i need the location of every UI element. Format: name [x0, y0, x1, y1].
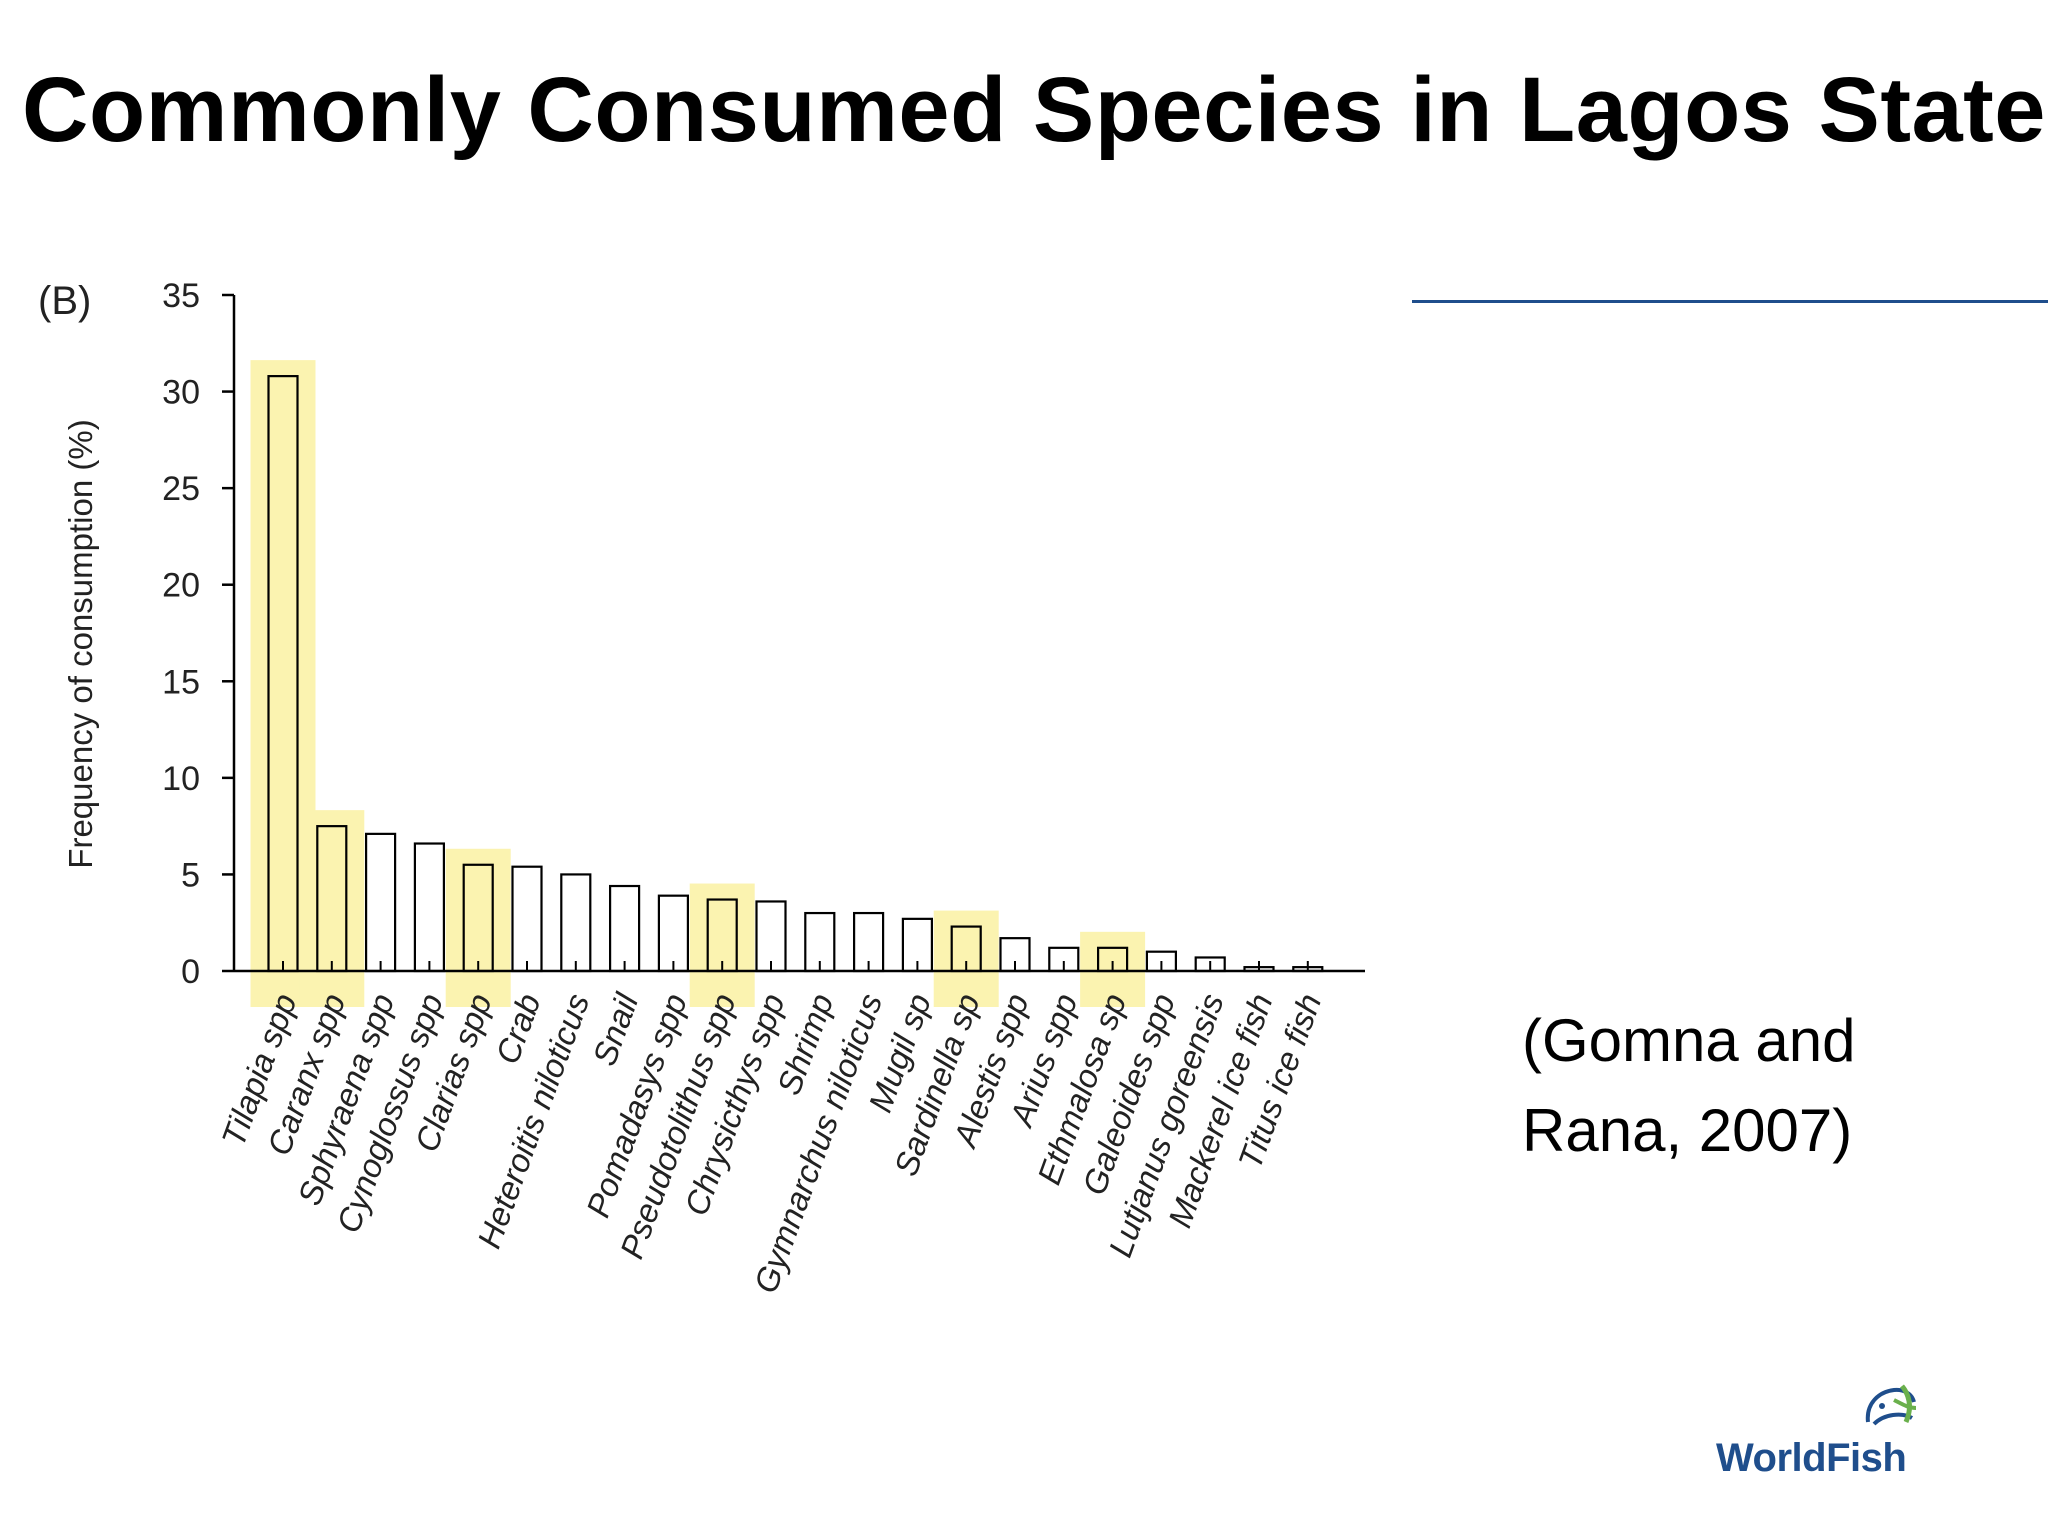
bar-chart: 0 5 10 15 20 25 30 35 Tilapia spp Caranx spp Sphy…	[0, 270, 1400, 1460]
highlight-band	[299, 810, 365, 1007]
y-tick-label: 5	[181, 856, 200, 894]
bar	[413, 842, 445, 973]
bar	[511, 865, 543, 973]
y-tick-label: 0	[181, 953, 200, 991]
y-tick-label: 25	[162, 470, 200, 508]
bar	[755, 900, 787, 973]
highlight-band	[445, 848, 511, 1007]
highlight-band	[933, 910, 999, 1007]
bars-layer	[267, 375, 1324, 973]
citation: (Gomna and Rana, 2007)	[1522, 996, 1856, 1176]
bar	[608, 884, 641, 973]
bar	[560, 873, 592, 973]
bar	[365, 832, 397, 973]
axes-layer	[232, 295, 1365, 973]
y-tick-label: 35	[162, 277, 200, 315]
highlight-layer	[250, 360, 1146, 1007]
highlight-band	[689, 883, 755, 1007]
logo-text: WorldFish	[1716, 1436, 1907, 1480]
y-tick-label: 10	[162, 760, 200, 798]
citation-line-2: Rana, 2007)	[1522, 1097, 1853, 1164]
y-ticks: 0 5 10 15 20 25 30 35	[162, 277, 234, 991]
y-axis-label: Frequency of consumption (%)	[62, 419, 99, 868]
bar	[657, 894, 690, 973]
panel-label: (B)	[38, 279, 91, 323]
fish-icon	[1865, 1384, 1917, 1426]
decorative-rule-line	[1412, 300, 2048, 303]
y-tick-label: 15	[162, 663, 200, 701]
worldfish-logo: WorldFish	[1716, 1378, 1952, 1486]
citation-line-1: (Gomna and	[1522, 1007, 1856, 1074]
slide-title: Commonly Consumed Species in Lagos State	[22, 59, 2046, 161]
y-tick-label: 20	[162, 567, 200, 605]
y-tick-label: 30	[162, 374, 200, 412]
